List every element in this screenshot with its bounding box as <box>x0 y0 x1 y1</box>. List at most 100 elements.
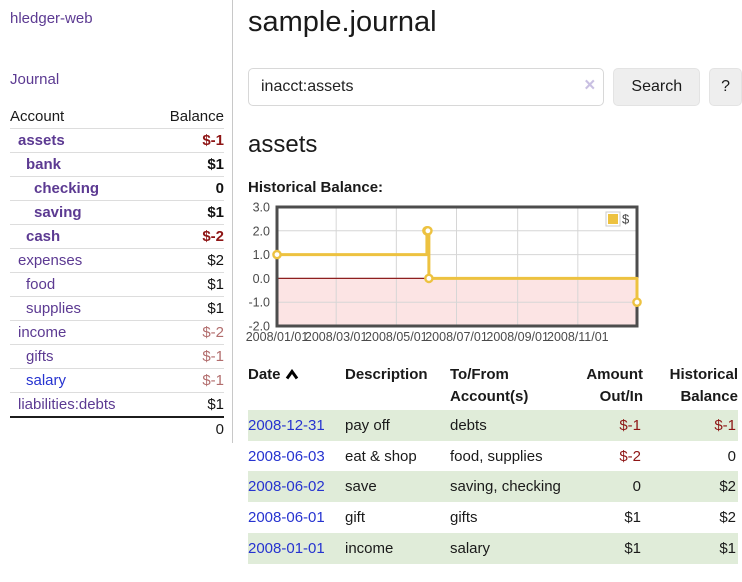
account-balance: $1 <box>207 396 224 413</box>
account-row: supplies $1 <box>10 296 224 321</box>
account-link[interactable]: salary <box>26 372 67 389</box>
account-row: gifts $-1 <box>10 344 224 369</box>
register-header-description: Description <box>345 366 428 384</box>
account-row: expenses $2 <box>10 248 224 273</box>
account-row: cash $-2 <box>10 224 224 249</box>
transaction-accounts: salary <box>450 539 491 557</box>
accounts-total-spacer <box>10 416 152 441</box>
nav-journal-link[interactable]: Journal <box>10 71 60 88</box>
brand-link[interactable]: hledger-web <box>10 10 93 27</box>
register-row: 2008-06-03 eat & shop food, supplies $-2… <box>248 441 738 472</box>
register-header-balance: Historical Balance <box>669 366 738 406</box>
transaction-description: save <box>345 478 377 496</box>
transaction-description: gift <box>345 509 366 527</box>
account-balance: $-2 <box>202 324 224 341</box>
account-balance: $-2 <box>202 228 224 245</box>
y-axis-tick-label: 0.0 <box>253 272 270 286</box>
account-row: salary $-1 <box>10 368 224 393</box>
account-heading: assets <box>248 131 318 159</box>
data-point-marker <box>424 273 434 284</box>
chart-border <box>275 205 639 328</box>
register-table: Date Description To/From Account(s) Amount Ou… <box>248 362 738 564</box>
register-header-amount: Amount Out/In <box>586 366 643 406</box>
account-balance: $-1 <box>202 372 224 389</box>
account-link[interactable]: supplies <box>26 300 82 317</box>
accounts-total-value: 0 <box>151 416 224 441</box>
data-point-marker <box>423 226 433 236</box>
transaction-amount: $1 <box>624 509 641 527</box>
x-axis-tick-label: 2008/11/01 <box>547 330 609 344</box>
accounts-total-row: 0 <box>10 416 224 441</box>
app-window: hledger-web Journal Account Balance asse… <box>0 0 742 564</box>
transaction-amount: $-2 <box>619 447 641 465</box>
x-axis-tick-label: 2008/03/01 <box>305 330 368 344</box>
search-button[interactable]: Search <box>613 68 701 107</box>
y-axis-tick-label: 3.0 <box>253 201 270 215</box>
account-balance: $1 <box>207 276 224 293</box>
transaction-balance: $1 <box>719 539 736 557</box>
transaction-description: eat & shop <box>345 447 417 465</box>
transaction-accounts: saving, checking <box>450 478 561 496</box>
x-axis-tick-label: 2008/09/01 <box>486 330 549 344</box>
account-row: income $-2 <box>10 320 224 345</box>
transaction-date-link[interactable]: 2008-06-02 <box>248 478 325 496</box>
clear-search-icon[interactable]: × <box>584 75 596 97</box>
register-row: 2008-01-01 income salary $1 $1 <box>248 532 738 564</box>
account-link[interactable]: expenses <box>18 252 83 269</box>
y-axis-tick-label: 1.0 <box>253 248 270 262</box>
historical-balance-chart: 3.0 2.0 1.0 0.0 -1.0 -2.02008/01/012008/03/01… <box>246 201 642 344</box>
transaction-description: pay off <box>345 416 390 434</box>
account-link[interactable]: gifts <box>26 348 54 365</box>
legend-label: $ <box>622 212 630 227</box>
account-link[interactable]: cash <box>26 228 61 245</box>
y-axis-tick-label: -1.0 <box>248 296 270 310</box>
account-balance: $1 <box>207 156 224 173</box>
register-header-accounts: To/From Account(s) <box>450 366 529 406</box>
transaction-accounts: gifts <box>450 509 478 527</box>
account-row: saving $1 <box>10 200 224 225</box>
transaction-balance: $2 <box>719 478 736 496</box>
account-balance: $1 <box>207 300 224 317</box>
account-link[interactable]: bank <box>26 156 62 173</box>
transaction-balance: $-1 <box>714 416 736 434</box>
transaction-amount: $1 <box>624 539 641 557</box>
data-point-marker <box>272 250 282 260</box>
account-row: checking 0 <box>10 176 224 201</box>
account-link[interactable]: checking <box>34 180 100 197</box>
transaction-date-link[interactable]: 2008-06-01 <box>248 509 325 527</box>
transaction-balance: $2 <box>719 509 736 527</box>
x-axis-tick-label: 2008/07/01 <box>425 330 488 344</box>
search-input[interactable] <box>248 68 605 107</box>
account-link[interactable]: liabilities:debts <box>18 396 116 413</box>
main-content: sample.journal × Search ? assets Histori… <box>233 0 742 564</box>
account-row: assets $-1 <box>10 128 224 153</box>
transaction-description: income <box>345 539 394 557</box>
transaction-date-link[interactable]: 2008-12-31 <box>248 416 325 434</box>
y-axis-tick-label: 2.0 <box>253 225 270 239</box>
legend-swatch <box>608 214 618 225</box>
register-row: 2008-12-31 pay off debts $-1 $-1 <box>248 409 738 441</box>
search-input-wrap: × <box>248 68 605 107</box>
account-row: food $1 <box>10 272 224 297</box>
chart-title: Historical Balance: <box>248 179 384 197</box>
account-balance: $-1 <box>202 132 224 149</box>
account-link[interactable]: assets <box>18 132 65 149</box>
sidebar: hledger-web Journal Account Balance asse… <box>0 0 233 443</box>
transaction-date-link[interactable]: 2008-06-03 <box>248 447 325 465</box>
register-header-date[interactable]: Date <box>248 362 345 410</box>
account-link[interactable]: food <box>26 276 56 293</box>
accounts-table: Account Balance assets $-1 bank $1 check… <box>10 105 224 441</box>
account-balance: $1 <box>207 204 224 221</box>
sort-ascending-icon <box>285 369 298 380</box>
transaction-date-link[interactable]: 2008-01-01 <box>248 539 325 557</box>
x-axis-tick-label: 2008/05/01 <box>365 330 428 344</box>
help-button[interactable]: ? <box>709 68 742 107</box>
x-axis-tick-label: 2008/01/01 <box>246 330 309 344</box>
account-row: liabilities:debts $1 <box>10 392 224 418</box>
search-form: × Search ? <box>248 68 742 107</box>
register-header-row: Date Description To/From Account(s) Amount Ou… <box>248 362 738 410</box>
register-row: 2008-06-01 gift gifts $1 $2 <box>248 502 738 533</box>
data-point-marker <box>632 297 642 308</box>
account-link[interactable]: saving <box>34 204 82 221</box>
account-link[interactable]: income <box>18 324 67 341</box>
